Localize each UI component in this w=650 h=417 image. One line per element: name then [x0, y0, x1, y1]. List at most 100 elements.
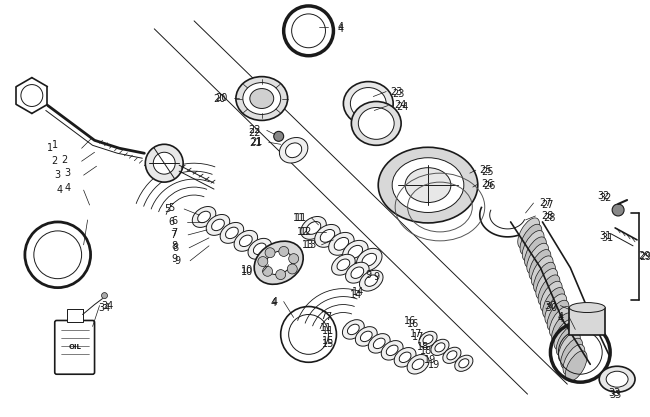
Ellipse shape	[412, 359, 424, 369]
Ellipse shape	[285, 143, 302, 158]
Text: 28: 28	[541, 211, 554, 221]
Text: 25: 25	[480, 165, 492, 175]
Ellipse shape	[569, 303, 605, 312]
Ellipse shape	[554, 319, 576, 349]
Ellipse shape	[226, 227, 239, 239]
Text: 4: 4	[272, 296, 278, 306]
Text: 3: 3	[55, 170, 61, 180]
Ellipse shape	[301, 216, 326, 239]
Circle shape	[279, 246, 289, 256]
Text: 8: 8	[172, 243, 178, 253]
Circle shape	[265, 248, 275, 258]
Circle shape	[276, 270, 285, 279]
Text: 7: 7	[170, 230, 176, 240]
Ellipse shape	[561, 338, 582, 369]
Ellipse shape	[343, 82, 393, 126]
Text: 2: 2	[51, 156, 58, 166]
Text: 12: 12	[300, 227, 313, 237]
Ellipse shape	[556, 326, 578, 356]
Text: 21: 21	[251, 137, 263, 147]
Ellipse shape	[265, 251, 292, 274]
Text: 19: 19	[424, 355, 436, 365]
Text: 4: 4	[270, 298, 277, 308]
Circle shape	[289, 254, 298, 264]
Ellipse shape	[599, 366, 635, 392]
Circle shape	[274, 131, 283, 141]
Text: 6: 6	[171, 216, 177, 226]
Ellipse shape	[435, 343, 445, 352]
Text: 11: 11	[292, 213, 305, 223]
Ellipse shape	[419, 332, 437, 347]
Ellipse shape	[334, 237, 348, 250]
Text: 27: 27	[540, 198, 552, 208]
Text: 14: 14	[350, 289, 363, 299]
Ellipse shape	[332, 254, 355, 275]
Ellipse shape	[239, 235, 252, 246]
Text: 29: 29	[639, 252, 650, 262]
Circle shape	[612, 204, 624, 216]
Ellipse shape	[234, 231, 257, 251]
Text: 26: 26	[484, 181, 496, 191]
Text: 19: 19	[428, 360, 440, 370]
Ellipse shape	[552, 313, 573, 343]
Text: 17: 17	[412, 332, 424, 342]
Text: 21: 21	[250, 138, 262, 148]
Text: 22: 22	[248, 126, 261, 136]
Ellipse shape	[343, 320, 364, 339]
Ellipse shape	[431, 339, 449, 355]
Text: 9: 9	[365, 270, 371, 280]
Text: 13: 13	[306, 240, 318, 250]
Ellipse shape	[563, 344, 585, 375]
Ellipse shape	[423, 335, 433, 344]
Ellipse shape	[348, 245, 363, 258]
Text: 15: 15	[322, 339, 335, 349]
Ellipse shape	[405, 168, 451, 203]
Text: 10: 10	[240, 267, 253, 277]
Ellipse shape	[280, 138, 308, 163]
Ellipse shape	[212, 219, 224, 231]
Ellipse shape	[520, 224, 542, 255]
Text: 11: 11	[320, 324, 333, 334]
Ellipse shape	[350, 88, 386, 119]
Ellipse shape	[525, 237, 547, 267]
Ellipse shape	[351, 267, 364, 279]
Text: 33: 33	[609, 390, 621, 400]
Text: 9: 9	[171, 254, 177, 264]
Ellipse shape	[320, 229, 335, 242]
Text: 12: 12	[298, 227, 310, 237]
Text: 4: 4	[57, 185, 63, 195]
Ellipse shape	[455, 355, 473, 372]
Ellipse shape	[447, 351, 457, 360]
Circle shape	[287, 264, 297, 274]
Ellipse shape	[558, 332, 580, 362]
Text: 5: 5	[164, 204, 170, 214]
FancyBboxPatch shape	[55, 321, 94, 374]
Ellipse shape	[543, 288, 564, 318]
Bar	[67, 309, 83, 322]
Ellipse shape	[365, 275, 378, 286]
Text: 24: 24	[396, 103, 408, 113]
Text: 4: 4	[557, 312, 564, 322]
Text: OIL: OIL	[68, 344, 81, 350]
Ellipse shape	[523, 231, 544, 261]
Text: 23: 23	[392, 88, 404, 98]
Text: 34: 34	[101, 301, 114, 311]
Ellipse shape	[529, 249, 551, 280]
Ellipse shape	[348, 324, 359, 335]
Text: 17: 17	[410, 329, 422, 339]
Text: 14: 14	[352, 286, 365, 296]
FancyBboxPatch shape	[569, 307, 605, 335]
Ellipse shape	[394, 347, 416, 367]
Circle shape	[101, 293, 107, 299]
Ellipse shape	[540, 281, 562, 311]
Text: 15: 15	[322, 337, 335, 347]
Ellipse shape	[369, 334, 390, 353]
Circle shape	[263, 266, 272, 276]
Text: 9: 9	[174, 256, 180, 266]
Ellipse shape	[378, 147, 478, 223]
Text: 23: 23	[390, 87, 402, 97]
Text: 31: 31	[601, 233, 614, 243]
Ellipse shape	[382, 341, 403, 360]
Ellipse shape	[545, 294, 567, 324]
Text: 28: 28	[543, 213, 556, 223]
